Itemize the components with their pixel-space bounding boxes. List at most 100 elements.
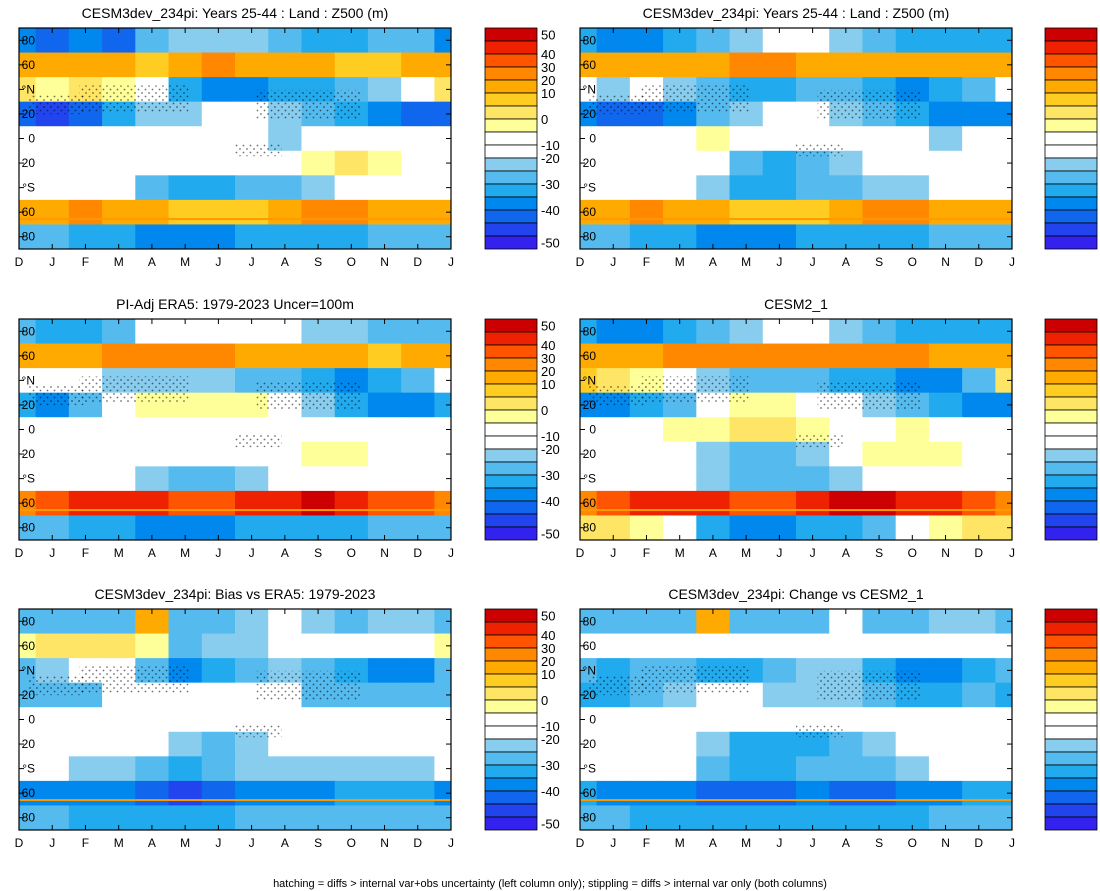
- y-tick-label: 80: [22, 811, 36, 825]
- colorbar-box: [1044, 474, 1098, 489]
- heat-cell: [102, 126, 136, 152]
- x-tick-label: A: [148, 546, 156, 560]
- heat-cell: [35, 150, 70, 176]
- x-tick-label: J: [610, 255, 616, 269]
- x-tick-label: M: [114, 546, 124, 560]
- heat-cell: [829, 490, 864, 517]
- heat-cell: [762, 368, 797, 394]
- x-tick-label: J: [249, 546, 255, 560]
- y-tick-label: 20: [22, 398, 36, 412]
- heat-cell: [135, 466, 170, 492]
- heat-cell: [19, 175, 37, 201]
- heat-cell: [135, 441, 170, 467]
- colorbar-box: [484, 660, 538, 675]
- heat-cell: [301, 633, 336, 659]
- heat-cell: [434, 441, 451, 467]
- heat-cell: [135, 756, 170, 782]
- heat-cell: [434, 417, 451, 443]
- x-tick-label: J: [810, 836, 816, 850]
- x-tick-label: J: [215, 836, 221, 850]
- heat-cell: [729, 343, 764, 369]
- heat-cell: [995, 368, 1012, 394]
- heat-cell: [762, 756, 797, 782]
- band-edge-line: [580, 218, 1012, 221]
- heat-cell: [35, 756, 70, 782]
- heat-cell: [762, 707, 797, 733]
- heat-cell: [995, 417, 1012, 443]
- heat-cell: [629, 150, 664, 176]
- heat-cell: [102, 466, 136, 492]
- heat-cell: [596, 466, 631, 492]
- heat-cell: [367, 731, 402, 757]
- colorbar-box: [1044, 816, 1098, 831]
- heat-cell: [19, 150, 37, 176]
- heat-cell: [729, 707, 764, 733]
- heat-cell: [862, 633, 897, 659]
- band-edge-line: [19, 509, 451, 512]
- heat-cell: [762, 150, 797, 176]
- heat-cell: [367, 175, 402, 201]
- y-tick-label: 60: [22, 205, 36, 219]
- heat-cell: [862, 731, 897, 757]
- heat-cell: [580, 441, 598, 467]
- map-panel-4: CESM2_1 80 60 °N 20 0 20 °S 60 80 D J F M A M J J A S O N D J 50…: [576, 296, 1098, 560]
- heat-cell: [762, 392, 797, 418]
- heat-cell: [580, 150, 598, 176]
- heat-cell: [580, 633, 598, 659]
- heat-cell: [201, 343, 236, 369]
- heat-cell: [729, 780, 764, 807]
- heat-cell: [19, 28, 37, 54]
- panel-title: PI-Adj ERA5: 1979-2023 Uncer=100m: [116, 296, 354, 312]
- heat-cell: [102, 343, 136, 369]
- colorbar-box: [484, 131, 538, 146]
- colorbar-box: [484, 331, 538, 346]
- stipple-region: [640, 85, 750, 112]
- heat-cell: [629, 466, 664, 492]
- heat-cell: [367, 343, 402, 369]
- heat-cell: [35, 126, 70, 152]
- colorbar-box: [1044, 92, 1098, 107]
- colorbar-box: [1044, 513, 1098, 528]
- heat-cell: [762, 175, 797, 201]
- heat-cell: [895, 126, 930, 152]
- heat-cell: [19, 52, 37, 78]
- y-tick-label: 0: [28, 132, 35, 146]
- heat-cell: [367, 466, 402, 492]
- y-tick-label: 60: [22, 639, 36, 653]
- heat-cell: [301, 731, 336, 757]
- x-tick-label: N: [380, 255, 389, 269]
- heat-cell: [401, 343, 435, 369]
- heat-cell: [862, 756, 897, 782]
- heat-cell: [102, 417, 136, 443]
- heat-cell: [401, 368, 435, 394]
- y-tick-label: °N: [22, 663, 35, 677]
- heat-cell: [201, 466, 236, 492]
- heat-cell: [663, 633, 697, 659]
- heat-cell: [580, 466, 598, 492]
- colorbar-label: -50: [541, 817, 560, 832]
- heat-cell: [201, 199, 236, 226]
- colorbar-box: [1044, 608, 1098, 623]
- heat-cell: [201, 756, 236, 782]
- heat-cell: [995, 101, 1012, 127]
- colorbar-label: -30: [541, 177, 560, 192]
- stipple-region: [79, 85, 189, 112]
- colorbar-box: [1044, 79, 1098, 94]
- colorbar-label: -10: [541, 138, 560, 153]
- heat-cell: [268, 490, 303, 517]
- y-tick-label: 0: [589, 132, 596, 146]
- heat-cell: [235, 199, 269, 226]
- heat-cell: [401, 731, 435, 757]
- y-tick-label: 60: [22, 786, 36, 800]
- heat-cell: [663, 52, 697, 78]
- x-tick-label: O: [908, 836, 917, 850]
- x-tick-label: D: [974, 836, 983, 850]
- heat-cell: [201, 126, 236, 152]
- heat-cell: [434, 319, 451, 345]
- heat-cell: [962, 707, 996, 733]
- heat-cell: [334, 756, 369, 782]
- heat-cell: [580, 805, 598, 830]
- heat-cell: [729, 490, 764, 517]
- x-tick-label: D: [413, 836, 422, 850]
- heat-cell: [434, 466, 451, 492]
